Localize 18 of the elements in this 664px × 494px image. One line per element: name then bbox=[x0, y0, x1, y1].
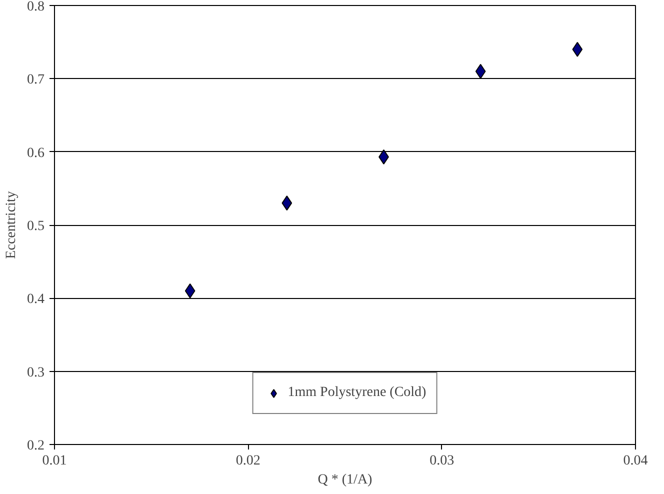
y-tick-label: 0.8 bbox=[27, 0, 44, 14]
legend-label: 1mm Polystyrene (Cold) bbox=[288, 385, 426, 401]
y-tick-label: 0.7 bbox=[27, 72, 44, 88]
x-tick-label: 0.01 bbox=[42, 454, 67, 468]
x-tick-label: 0.04 bbox=[623, 454, 648, 468]
point bbox=[572, 42, 583, 57]
x-tick-label: 0.02 bbox=[236, 454, 260, 468]
x-axis-title: Q * (1/A) bbox=[318, 472, 373, 488]
x-tick-label: 0.03 bbox=[430, 454, 454, 468]
point bbox=[184, 283, 196, 298]
y-tick-label: 0.6 bbox=[27, 146, 44, 161]
y-tick-label: 0.2 bbox=[27, 438, 44, 454]
y-axis-title: Eccentricity bbox=[4, 191, 19, 259]
point bbox=[475, 64, 486, 79]
point bbox=[282, 196, 292, 211]
y-tick-label: 0.3 bbox=[27, 365, 44, 380]
y-tick-label: 0.5 bbox=[27, 219, 44, 234]
y-tick-label: 0.4 bbox=[27, 292, 44, 308]
